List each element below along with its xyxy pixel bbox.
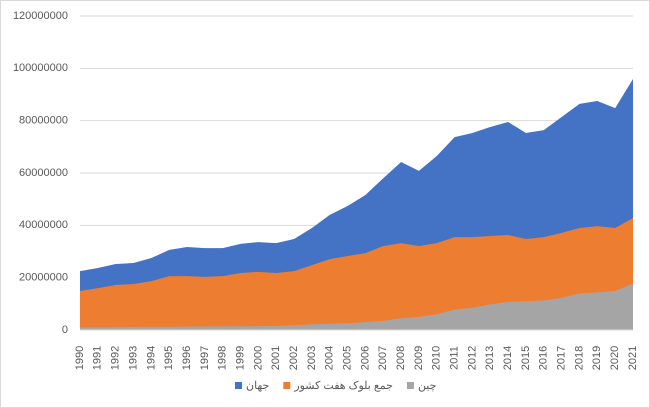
x-tick-label: 2007 [377,346,389,370]
x-tick-label: 2002 [288,346,300,370]
x-tick-label: 2012 [466,346,478,370]
x-tick-label: 1990 [74,346,86,370]
x-tick-label: 1991 [92,346,104,370]
x-tick-label: 2008 [395,346,407,370]
area [80,283,633,330]
x-tick-label: 2016 [538,346,550,370]
x-tick-label: 2004 [324,346,336,370]
x-tick-label: 2001 [270,346,282,370]
x-tick-label: 2000 [252,346,264,370]
x-tick-label: 1994 [145,346,157,370]
legend-swatch [235,382,242,389]
x-tick-label: 2019 [591,346,603,370]
x-tick-label: 1993 [127,346,139,370]
x-tick-label: 1997 [199,346,211,370]
x-tick-label: 2014 [502,346,514,370]
legend-label: جمع بلوک هفت کشور [293,380,393,392]
x-tick-label: 1992 [110,346,122,370]
x-tick-label: 2010 [431,346,443,370]
y-tick-label: 0 [62,324,68,336]
y-tick-label: 120000000 [13,10,68,22]
x-tick-label: 2005 [341,346,353,370]
legend-label: چین [418,380,437,392]
x-tick-label: 1999 [234,346,246,370]
legend-swatch [406,382,414,389]
legend-swatch [283,382,291,389]
x-tick-label: 2018 [573,346,585,370]
x-tick-label: 1998 [217,346,229,370]
x-tick-label: 2017 [556,346,568,370]
x-tick-label: 2003 [306,346,318,370]
y-tick-label: 20000000 [19,272,68,284]
y-tick-label: 40000000 [19,219,68,231]
x-tick-label: 2006 [359,346,371,370]
x-tick-label: 2015 [520,346,532,370]
x-tick-label: 2020 [609,346,621,370]
legend-label: جهان [246,380,269,392]
x-tick-label: 1995 [163,346,175,370]
x-tick-label: 2021 [627,346,639,370]
x-tick-label: 2011 [449,346,461,370]
y-tick-label: 100000000 [13,62,68,74]
x-tick-label: 1996 [181,346,193,370]
x-tick-label: 2009 [413,346,425,370]
y-tick-label: 80000000 [19,115,68,127]
y-tick-label: 60000000 [19,167,68,179]
x-tick-label: 2013 [484,346,496,370]
area [80,218,633,330]
